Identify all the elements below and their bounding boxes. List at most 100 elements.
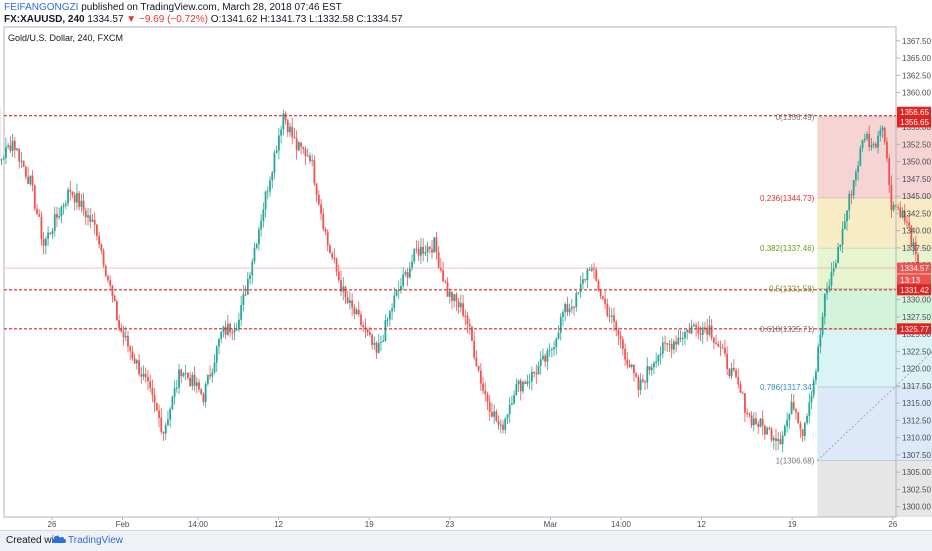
candle-body (664, 342, 666, 343)
candle-body (529, 381, 531, 382)
candle-body (888, 158, 890, 185)
candle-body (236, 329, 238, 330)
candle-body (183, 374, 185, 377)
candle-body (254, 248, 256, 262)
candle-body (653, 363, 655, 367)
candle-body (356, 310, 358, 314)
candle-body (586, 270, 588, 280)
candle-body (63, 206, 65, 207)
candle-body (662, 342, 664, 353)
time-tick-label: 12 (697, 520, 706, 529)
candle-body (218, 339, 220, 347)
price-tick-label: 1345.00 (902, 192, 931, 201)
candle-body (451, 292, 453, 301)
time-tick-label: Feb (116, 520, 130, 529)
candle-body (726, 354, 728, 369)
candle-body (831, 272, 833, 286)
candle-body (342, 287, 344, 292)
candle-body (61, 207, 63, 216)
price-chart[interactable]: 0(1356.49)0.236(1344.73)0.382(1337.46)0.… (0, 26, 932, 530)
candle-body (360, 314, 362, 325)
candle-body (695, 325, 697, 328)
candle-body (646, 366, 648, 382)
candle-body (555, 339, 557, 348)
candle-body (633, 365, 635, 374)
candle-body (453, 294, 455, 301)
candle-body (351, 300, 353, 307)
candle-body (484, 391, 486, 395)
candle-body (524, 382, 526, 384)
candle-body (373, 343, 375, 345)
candle-body (245, 294, 247, 295)
candle-body (460, 303, 462, 307)
candle-body (145, 374, 147, 377)
candle-body (540, 359, 542, 366)
candle-body (855, 172, 857, 180)
candle-body (624, 349, 626, 360)
candle-body (498, 421, 500, 425)
fib-level-label: 1(1306.68) (776, 457, 815, 466)
candle-body (7, 145, 9, 147)
candle-body (513, 395, 515, 403)
candle-body (673, 342, 675, 350)
candle-body (879, 130, 881, 135)
candle-body (764, 426, 766, 435)
tradingview-brand[interactable]: TradingView (68, 535, 123, 546)
candle-body (187, 373, 189, 378)
candle-body (325, 229, 327, 232)
candle-body (651, 367, 653, 370)
candle-body (657, 355, 659, 361)
candle-body (58, 216, 60, 217)
candle-body (475, 358, 477, 366)
candle-body (129, 346, 131, 351)
candle-body (41, 217, 43, 239)
candle-body (757, 424, 759, 427)
candle-body (327, 232, 329, 246)
price-tick-label: 1302.50 (902, 485, 931, 494)
candle-body (871, 145, 873, 147)
price-change: −9.69 (−0.72%) (139, 14, 208, 25)
candle-body (562, 312, 564, 317)
candle-body (462, 303, 464, 315)
candle-body (613, 315, 615, 321)
candle-body (578, 292, 580, 293)
candle-body (163, 432, 165, 433)
candle-body (389, 311, 391, 319)
author-link[interactable]: FEIFANGONGZI (4, 2, 78, 13)
candle-body (760, 419, 762, 427)
candle-body (345, 287, 347, 297)
candle-body (720, 347, 722, 348)
candle-body (802, 429, 804, 436)
candle-body (87, 215, 89, 217)
candle-body (151, 388, 153, 395)
level-price-tag: 1331.42 (900, 286, 929, 295)
candle-body (134, 358, 136, 363)
candle-body (109, 280, 111, 286)
candle-body (74, 195, 76, 203)
candle-body (551, 349, 553, 350)
candle-body (34, 185, 36, 208)
candle-body (604, 299, 606, 304)
candle-body (260, 221, 262, 229)
candle-body (167, 420, 169, 426)
candle-body (54, 214, 56, 231)
candle-body (504, 418, 506, 429)
candle-body (671, 344, 673, 350)
candle-body (96, 225, 98, 236)
candle-body (207, 375, 209, 384)
candle-body (655, 362, 657, 363)
candle-body (422, 247, 424, 254)
candle-body (305, 149, 307, 156)
candle-body (27, 177, 29, 184)
fib-level-label: 0.618(1325.71) (760, 325, 815, 334)
candle-body (404, 272, 406, 274)
candle-body (300, 142, 302, 146)
candle-body (877, 136, 879, 148)
candle-body (85, 210, 87, 217)
candle-body (618, 330, 620, 335)
candle-body (824, 294, 826, 317)
candle-body (216, 346, 218, 362)
candle-body (606, 304, 608, 316)
candle-body (853, 180, 855, 195)
candle-body (478, 366, 480, 371)
